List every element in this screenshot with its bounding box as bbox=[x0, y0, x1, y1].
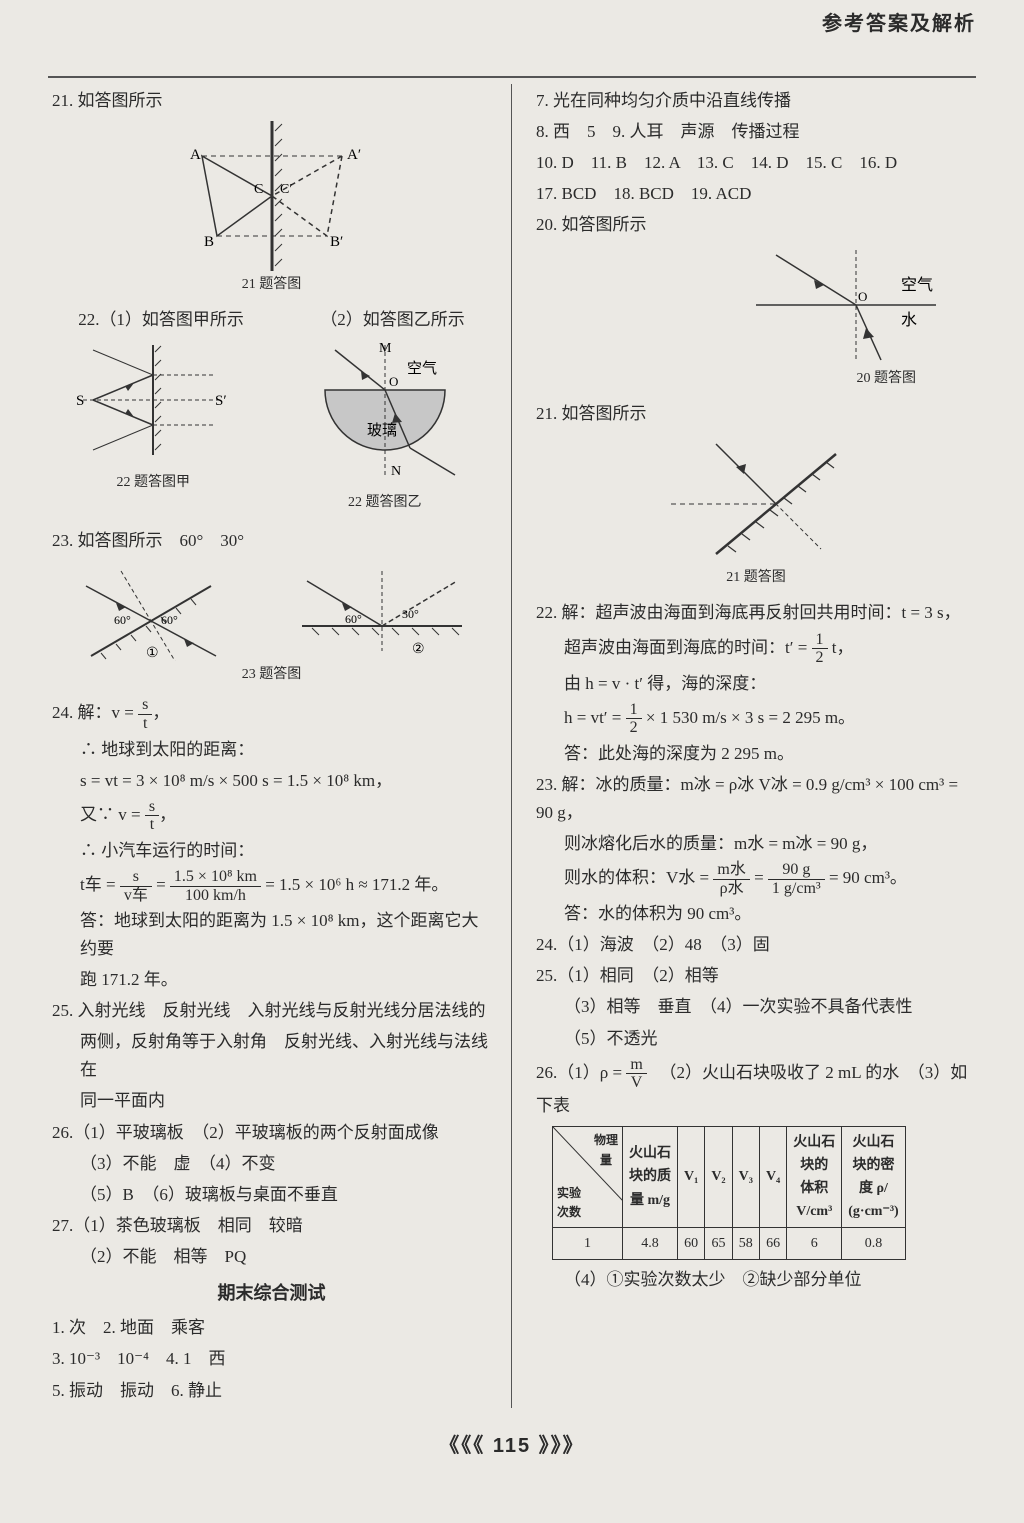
r17: 17. BCD 18. BCD 19. ACD bbox=[536, 180, 976, 208]
diag-header: 物理 量 实验 次数 bbox=[553, 1126, 623, 1227]
r22e: 答：此处海的深度为 2 295 m。 bbox=[536, 740, 976, 768]
f1: 1. 次 2. 地面 乘客 bbox=[52, 1314, 491, 1342]
svg-text:玻璃: 玻璃 bbox=[367, 422, 397, 439]
fig23-2: 60° 30° ② bbox=[287, 561, 477, 661]
svg-text:B′: B′ bbox=[330, 234, 343, 250]
svg-text:60°: 60° bbox=[114, 613, 131, 627]
q24b: ∴ 地球到太阳的距离： bbox=[52, 736, 491, 764]
r7: 7. 光在同种均匀介质中沿直线传播 bbox=[536, 87, 976, 115]
th-v1: V₁ bbox=[678, 1126, 705, 1227]
fig-20: O 空气 水 bbox=[536, 245, 976, 365]
q25c: 同一平面内 bbox=[52, 1087, 491, 1115]
svg-text:N: N bbox=[391, 464, 401, 479]
q26b: （3）不能 虚 （4）不变 bbox=[52, 1150, 491, 1178]
svg-text:A′: A′ bbox=[347, 147, 361, 163]
th-rho: 火山石 块的密 度 ρ/ (g·cm⁻³) bbox=[842, 1126, 905, 1227]
th-v4: V₄ bbox=[759, 1126, 786, 1227]
fig-21: A A′ B B′ C C′ bbox=[52, 121, 491, 271]
svg-text:①: ① bbox=[146, 646, 159, 661]
r25c: （5）不透光 bbox=[536, 1025, 976, 1053]
r8: 8. 西 5 9. 人耳 声源 传播过程 bbox=[536, 118, 976, 146]
data-table: 物理 量 实验 次数 火山石 块的质 量 m/g V₁ V₂ V₃ V₄ 火山石… bbox=[552, 1126, 906, 1260]
svg-text:S′: S′ bbox=[215, 393, 227, 409]
f5: 5. 振动 振动 6. 静止 bbox=[52, 1377, 491, 1405]
page-number: 《《《 115 》》》 bbox=[48, 1430, 976, 1463]
q23: 23. 如答图所示 60° 30° bbox=[52, 527, 491, 555]
svg-text:30°: 30° bbox=[402, 607, 419, 621]
th-vol: 火山石 块的 体积 V/cm³ bbox=[787, 1126, 842, 1227]
q24d: 又∵ v = st， bbox=[52, 798, 491, 834]
final-exam-title: 期末综合测试 bbox=[52, 1279, 491, 1309]
r10: 10. D 11. B 12. A 13. C 14. D 15. C 16. … bbox=[536, 149, 976, 177]
svg-text:A: A bbox=[190, 147, 201, 163]
r24: 24.（1）海波 （2）48 （3）固 bbox=[536, 931, 976, 959]
q24g2: 跑 171.2 年。 bbox=[52, 966, 491, 994]
fig22b: M O N 空气 玻璃 bbox=[295, 340, 475, 480]
fig21-cap: 21 题答图 bbox=[52, 273, 491, 296]
svg-text:空气: 空气 bbox=[407, 360, 437, 377]
svg-text:C′: C′ bbox=[280, 182, 292, 197]
r23b: 则冰熔化后水的质量：m水 = m冰 = 90 g， bbox=[536, 830, 976, 858]
fig22a: S S′ bbox=[68, 340, 238, 460]
th-mass: 火山石 块的质 量 m/g bbox=[623, 1126, 678, 1227]
th-v2: V₂ bbox=[705, 1126, 732, 1227]
page-header: 参考答案及解析 bbox=[822, 8, 976, 41]
svg-text:B: B bbox=[204, 234, 214, 250]
table-row: 1 4.8 60 65 58 66 6 0.8 bbox=[553, 1228, 906, 1260]
q24f: t车 = sv车 = 1.5 × 10⁸ km100 km/h = 1.5 × … bbox=[52, 868, 491, 904]
r26-4: （4）①实验次数太少 ②缺少部分单位 bbox=[536, 1266, 976, 1294]
svg-text:O: O bbox=[389, 374, 398, 389]
svg-text:S: S bbox=[76, 393, 84, 409]
q24c: s = vt = 3 × 10⁸ m/s × 500 s = 1.5 × 10⁸… bbox=[52, 767, 491, 795]
r22d: h = vt′ = 12 × 1 530 m/s × 3 s = 2 295 m… bbox=[536, 701, 976, 737]
figr21-cap: 21 题答图 bbox=[536, 566, 976, 589]
r20: 20. 如答图所示 bbox=[536, 211, 976, 239]
q27b: （2）不能 相等 PQ bbox=[52, 1243, 491, 1271]
r26: 26.（1）ρ = mV （2）火山石块吸收了 2 mL 的水 （3）如下表 bbox=[536, 1056, 976, 1120]
svg-text:M: M bbox=[379, 341, 392, 356]
r23c: 则水的体积：V水 = m水ρ水 = 90 g1 g/cm³ = 90 cm³。 bbox=[536, 861, 976, 897]
r22c: 由 h = v · t′ 得，海的深度： bbox=[536, 670, 976, 698]
svg-text:水: 水 bbox=[901, 311, 917, 329]
q26c: （5）B （6）玻璃板与桌面不垂直 bbox=[52, 1181, 491, 1209]
svg-text:O: O bbox=[858, 289, 867, 304]
q26a: 26.（1）平玻璃板 （2）平玻璃板的两个反射面成像 bbox=[52, 1119, 491, 1147]
right-column: 7. 光在同种均匀介质中沿直线传播 8. 西 5 9. 人耳 声源 传播过程 1… bbox=[512, 84, 976, 1408]
svg-text:C: C bbox=[254, 182, 263, 197]
r22a: 22. 解：超声波由海面到海底再反射回共用时间：t = 3 s， bbox=[536, 599, 976, 627]
q27a: 27.（1）茶色玻璃板 相同 较暗 bbox=[52, 1212, 491, 1240]
svg-text:空气: 空气 bbox=[901, 276, 933, 294]
fig22a-cap: 22 题答图甲 bbox=[68, 471, 238, 494]
fig23-1: 60° 60° ① bbox=[66, 561, 236, 661]
q21: 21. 如答图所示 bbox=[52, 87, 491, 115]
svg-text:60°: 60° bbox=[161, 613, 178, 627]
q24e: ∴ 小汽车运行的时间： bbox=[52, 837, 491, 865]
r25b: （3）相等 垂直 （4）一次实验不具备代表性 bbox=[536, 993, 976, 1021]
r25a: 25.（1）相同 （2）相等 bbox=[536, 962, 976, 990]
svg-text:②: ② bbox=[412, 642, 425, 657]
r22b: 超声波由海面到海底的时间：t′ = 12 t， bbox=[536, 631, 976, 667]
header-rule bbox=[48, 76, 976, 78]
r23d: 答：水的体积为 90 cm³。 bbox=[536, 900, 976, 928]
q25a: 25. 入射光线 反射光线 入射光线与反射光线分居法线的 bbox=[52, 997, 491, 1025]
fig23-cap: 23 题答图 bbox=[52, 663, 491, 686]
th-v3: V₃ bbox=[732, 1126, 759, 1227]
r21: 21. 如答图所示 bbox=[536, 400, 976, 428]
fig-r21 bbox=[536, 434, 976, 564]
q24a: 24. 解：v = st， bbox=[52, 696, 491, 732]
f3: 3. 10⁻³ 10⁻⁴ 4. 1 西 bbox=[52, 1345, 491, 1373]
fig20-cap: 20 题答图 bbox=[536, 367, 976, 390]
q25b: 两侧，反射角等于入射角 反射光线、入射光线与法线在 bbox=[52, 1028, 491, 1084]
left-column: 21. 如答图所示 A A′ B B′ C C′ 21 题答图 22.（1）如答… bbox=[48, 84, 512, 1408]
q24g1: 答：地球到太阳的距离为 1.5 × 10⁸ km，这个距离它大约要 bbox=[52, 907, 491, 963]
svg-text:60°: 60° bbox=[345, 612, 362, 626]
q22b: （2）如答图乙所示 bbox=[320, 306, 465, 334]
q22a: 22.（1）如答图甲所示 bbox=[78, 306, 244, 334]
fig22b-cap: 22 题答图乙 bbox=[295, 491, 475, 514]
r23a: 23. 解：冰的质量：m冰 = ρ冰 V冰 = 0.9 g/cm³ × 100 … bbox=[536, 771, 976, 827]
